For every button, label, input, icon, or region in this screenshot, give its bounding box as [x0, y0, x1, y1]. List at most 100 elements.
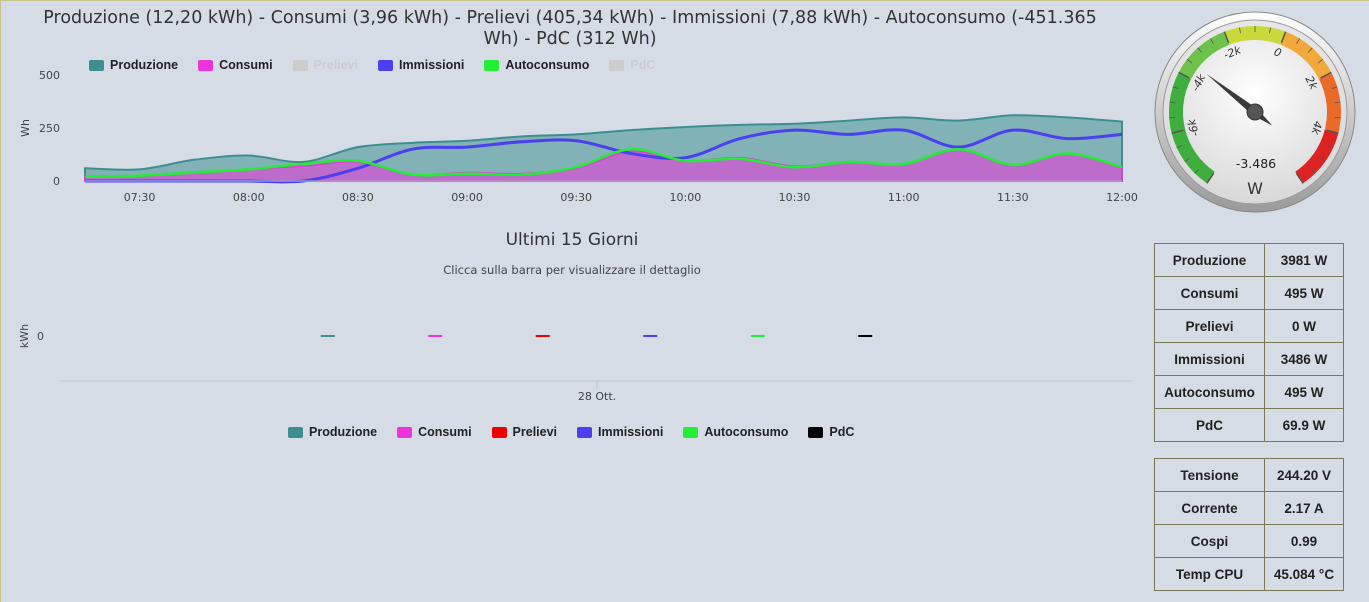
bar-pdc[interactable]	[858, 335, 873, 337]
x-tick-label: 08:00	[233, 191, 265, 204]
gauge-tick	[1334, 101, 1341, 104]
stat-value: 45.084 °C	[1264, 557, 1344, 591]
legend-label: Prelievi	[313, 58, 359, 72]
stat-row-tensione: Tensione 244.20 V	[1154, 458, 1344, 492]
stat-row-prelievi: Prelievi 0 W	[1154, 309, 1344, 343]
gauge-tick-label: -2k	[1222, 43, 1243, 62]
chart-title-line-1: Produzione (12,20 kWh) - Consumi (3,96 k…	[43, 8, 1097, 28]
stat-value: 0 W	[1264, 309, 1344, 343]
bar-produzione[interactable]	[320, 335, 335, 337]
bottom-legend-pdc[interactable]: PdC	[808, 425, 854, 439]
stat-label: PdC	[1154, 408, 1265, 442]
stat-label: Tensione	[1154, 458, 1265, 492]
gauge-hub	[1246, 103, 1264, 121]
stat-row-cospi: Cospi 0.99	[1154, 524, 1344, 558]
top-legend-consumi[interactable]: Consumi	[198, 58, 273, 72]
gauge-tick	[1320, 157, 1326, 162]
chart-legend-top: Produzione Consumi Prelievi Immissioni Autoc…	[89, 58, 675, 72]
x-tick-label: 08:30	[342, 191, 374, 204]
gauge-tick-label: -6k	[1185, 117, 1202, 138]
bottom-legend-produzione[interactable]: Produzione	[288, 425, 377, 439]
daily-chart-title: Ultimi 15 Giorni	[505, 230, 639, 250]
gauge-band	[1169, 72, 1215, 184]
legend-label: Consumi	[219, 58, 273, 72]
gauge-band	[1280, 31, 1332, 79]
stat-row-corrente: Corrente 2.17 A	[1154, 491, 1344, 525]
electrical-table: Tensione 244.20 V Corrente 2.17 A Cospi 0.99 T…	[1154, 458, 1344, 591]
bar-consumi[interactable]	[428, 335, 443, 337]
bar-autoconsumo[interactable]	[750, 335, 765, 337]
gauge-tick	[1295, 172, 1304, 184]
gauge-tick	[1239, 27, 1241, 34]
bar-prelievi[interactable]	[535, 335, 550, 337]
legend-label: Prelievi	[512, 425, 558, 439]
stat-row-temp-cpu: Temp CPU 45.084 °C	[1154, 557, 1344, 591]
x-tick-label: 11:30	[997, 191, 1029, 204]
gauge-tick	[1320, 71, 1332, 79]
top-legend-immissioni[interactable]: Immissioni	[378, 58, 464, 72]
legend-swatch	[378, 59, 394, 71]
top-legend-prelievi[interactable]: Prelievi	[292, 58, 359, 72]
stat-label: Produzione	[1154, 243, 1265, 277]
gauge-tick	[1296, 38, 1301, 44]
stat-row-autoconsumo: Autoconsumo 495 W	[1154, 375, 1344, 409]
gauge-tick	[1178, 71, 1190, 79]
stat-value: 495 W	[1264, 375, 1344, 409]
y-tick-label: 0	[37, 330, 44, 343]
legend-swatch	[292, 59, 308, 71]
legend-swatch	[484, 59, 500, 71]
stat-value: 244.20 V	[1264, 458, 1344, 492]
bottom-legend-consumi[interactable]: Consumi	[397, 425, 472, 439]
legend-label: PdC	[630, 58, 656, 72]
bottom-legend-autoconsumo[interactable]: Autoconsumo	[683, 425, 788, 439]
top-legend-pdc[interactable]: PdC	[609, 58, 655, 72]
stat-value: 2.17 A	[1264, 491, 1344, 525]
x-tick-label: 07:30	[124, 191, 156, 204]
stat-label: Autoconsumo	[1154, 375, 1265, 409]
gauge-tick	[1326, 129, 1339, 134]
gauge-tick	[1206, 172, 1215, 184]
gauge-tick-label: 0	[1272, 45, 1283, 60]
top-legend-autoconsumo[interactable]: Autoconsumo	[484, 58, 589, 72]
legend-swatch	[577, 426, 593, 438]
x-tick-label: 28 Ott.	[578, 390, 616, 403]
stat-row-produzione: Produzione 3981 W	[1154, 243, 1344, 277]
daily-chart-subtitle: Clicca sulla barra per visualizzare il d…	[443, 263, 701, 277]
gauge-tick	[1197, 47, 1203, 53]
energy-area-chart[interactable]: 0 250 500 Wh 07:30 08:00 08:30 09:00 09:30 10:00 1…	[0, 60, 1150, 220]
bar-immissioni[interactable]	[643, 335, 658, 337]
gauge-tick	[1327, 145, 1334, 149]
legend-label: PdC	[829, 425, 855, 439]
top-border	[0, 0, 1369, 1]
stat-label: Corrente	[1154, 491, 1265, 525]
series-autoconsumo-line[interactable]	[84, 147, 1123, 179]
stat-label: Immissioni	[1154, 342, 1265, 376]
stat-value: 3981 W	[1264, 243, 1344, 277]
gauge-tick	[1307, 47, 1313, 53]
y-tick-label: 0	[53, 175, 60, 188]
bottom-legend-prelievi[interactable]: Prelievi	[491, 425, 558, 439]
gauge-tick-label: 4k	[1308, 120, 1324, 137]
bottom-legend-immissioni[interactable]: Immissioni	[577, 425, 663, 439]
chart-title-line-2: Wh) - PdC (312 Wh)	[483, 29, 657, 49]
y-tick-label: 250	[39, 122, 60, 135]
x-tick-label: 11:00	[888, 191, 920, 204]
gauge-tick	[1310, 168, 1316, 174]
legend-swatch	[683, 426, 699, 438]
gauge-tick	[1186, 58, 1193, 64]
legend-swatch	[397, 426, 413, 438]
legend-label: Autoconsumo	[704, 425, 789, 439]
gauge-tick	[1184, 157, 1190, 162]
legend-label: Produzione	[110, 58, 179, 72]
stat-value: 3486 W	[1264, 342, 1344, 376]
y-tick-label: 500	[39, 69, 60, 82]
x-tick-label: 09:00	[451, 191, 483, 204]
gauge-tick	[1172, 86, 1179, 89]
gauge-tick	[1223, 31, 1230, 44]
daily-bar-chart[interactable]: 0 kWh 28 Ott.	[0, 300, 1150, 415]
gauge-tick	[1331, 86, 1338, 89]
stat-label: Consumi	[1154, 276, 1265, 310]
gauge-band	[1295, 129, 1339, 184]
top-legend-produzione[interactable]: Produzione	[89, 58, 178, 72]
